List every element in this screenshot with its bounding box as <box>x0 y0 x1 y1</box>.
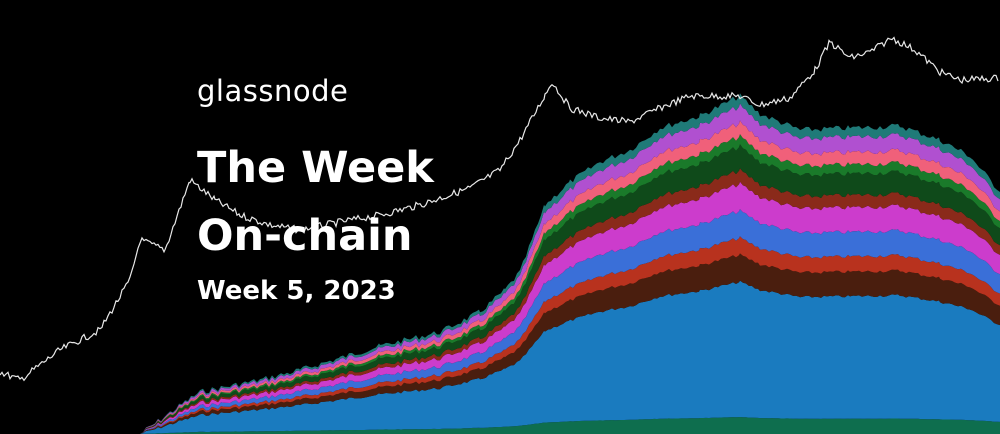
edition: Week 5, 2023 <box>197 276 396 306</box>
area-layer <box>140 417 1000 434</box>
price-line <box>0 36 999 382</box>
title: The Week <box>197 143 434 193</box>
area-layer <box>140 280 1000 434</box>
brand: glassnode <box>197 74 349 108</box>
title: On-chain <box>197 211 413 261</box>
